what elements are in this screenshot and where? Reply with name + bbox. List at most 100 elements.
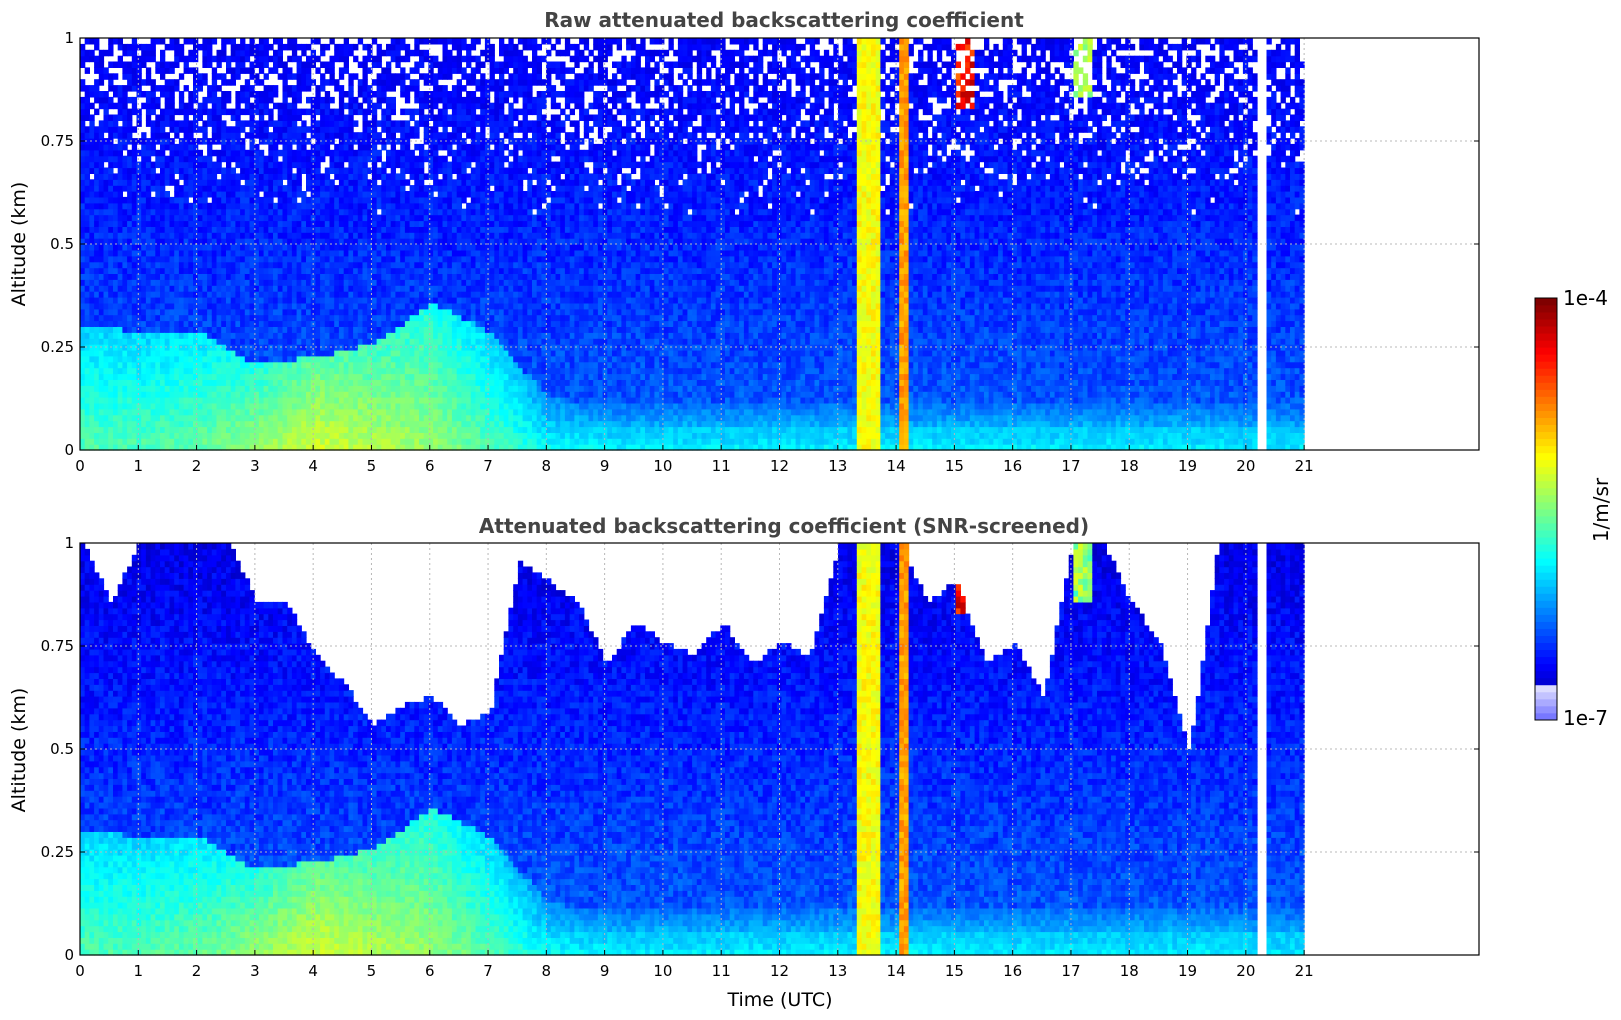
heatmap-cell: [409, 108, 415, 116]
heatmap-cell: [113, 238, 119, 245]
heatmap-cell: [433, 149, 439, 157]
heatmap-cell: [188, 438, 194, 445]
heatmap-cell: [108, 208, 114, 216]
heatmap-cell: [296, 385, 302, 392]
heatmap-cell: [141, 291, 147, 298]
heatmap-cell: [291, 314, 298, 322]
heatmap-cell: [150, 326, 156, 333]
heatmap-cell: [277, 55, 283, 63]
heatmap-cell: [94, 173, 100, 180]
heatmap-cell: [315, 408, 321, 416]
heatmap-cell: [442, 114, 448, 121]
heatmap-cell: [282, 414, 288, 422]
heatmap-cell: [117, 391, 123, 398]
heatmap-cell: [160, 202, 166, 210]
heatmap-cell: [122, 91, 128, 98]
heatmap-cell: [169, 67, 175, 74]
heatmap-cell: [211, 361, 218, 369]
heatmap-cell: [155, 96, 161, 104]
heatmap-cell: [98, 91, 105, 98]
heatmap-cell: [240, 120, 246, 127]
heatmap-cell: [301, 155, 307, 163]
heatmap-cell: [376, 102, 382, 110]
heatmap-cell: [164, 102, 170, 110]
heatmap-cell: [155, 161, 161, 169]
heatmap-cell: [268, 297, 274, 304]
heatmap-cell: [376, 244, 382, 251]
heatmap-cell: [145, 444, 152, 451]
heatmap-cell: [169, 226, 175, 233]
heatmap-cell: [207, 273, 213, 280]
heatmap-cell: [164, 85, 170, 92]
heatmap-cell: [442, 67, 448, 74]
heatmap-cell: [230, 208, 236, 216]
heatmap-cell: [80, 244, 86, 251]
heatmap-cell: [240, 244, 246, 251]
heatmap-cell: [145, 332, 152, 339]
heatmap-cell: [390, 185, 396, 192]
heatmap-cell: [230, 43, 236, 51]
heatmap-cell: [287, 261, 293, 269]
heatmap-cell: [437, 196, 444, 204]
heatmap-cell: [226, 408, 232, 416]
heatmap-cell: [226, 285, 232, 292]
heatmap-cell: [371, 285, 378, 292]
heatmap-cell: [188, 149, 194, 157]
heatmap-cell: [122, 249, 128, 257]
heatmap-cell: [414, 338, 420, 345]
heatmap-cell: [301, 214, 307, 222]
heatmap-cell: [367, 102, 373, 110]
heatmap-cell: [113, 432, 119, 439]
heatmap-cell: [437, 267, 444, 274]
heatmap-cell: [183, 108, 189, 116]
heatmap-cell: [376, 91, 382, 98]
heatmap-cell: [211, 308, 218, 316]
heatmap-cell: [145, 285, 152, 292]
heatmap-cell: [404, 432, 411, 439]
heatmap-cell: [353, 326, 359, 333]
heatmap-cell: [103, 226, 109, 233]
heatmap-cell: [291, 91, 298, 98]
heatmap-cell: [428, 167, 434, 174]
heatmap-cell: [216, 326, 222, 333]
heatmap-cell: [240, 338, 246, 345]
heatmap-cell: [273, 220, 279, 227]
heatmap-cell: [98, 402, 105, 410]
heatmap-cell: [94, 167, 100, 174]
heatmap-cell: [263, 373, 269, 380]
heatmap-cell: [258, 114, 265, 121]
heatmap-cell: [367, 49, 373, 57]
heatmap-cell: [174, 244, 180, 251]
heatmap-cell: [353, 361, 359, 369]
heatmap-cell: [117, 214, 123, 222]
heatmap-cell: [348, 273, 354, 280]
heatmap-cell: [89, 338, 95, 345]
heatmap-cell: [386, 267, 392, 274]
heatmap-cell: [376, 238, 382, 245]
heatmap-cell: [230, 220, 236, 227]
heatmap-cell: [197, 373, 203, 380]
heatmap-cell: [216, 208, 222, 216]
heatmap-cell: [127, 279, 133, 286]
heatmap-cell: [414, 208, 420, 216]
heatmap-cell: [282, 420, 288, 428]
heatmap-cell: [254, 349, 260, 357]
heatmap-cell: [277, 191, 283, 198]
heatmap-cell: [437, 143, 444, 151]
heatmap-cell: [381, 185, 387, 192]
heatmap-cell: [164, 279, 170, 286]
heatmap-cell: [122, 85, 128, 92]
heatmap-cell: [287, 120, 293, 127]
heatmap-cell: [348, 367, 354, 375]
heatmap-cell: [400, 361, 406, 369]
heatmap-cell: [419, 49, 425, 57]
heatmap-cell: [367, 138, 373, 145]
heatmap-cell: [306, 214, 312, 222]
heatmap-cell: [433, 161, 439, 169]
heatmap-cell: [437, 73, 444, 80]
heatmap-cell: [94, 402, 100, 410]
heatmap-cell: [409, 279, 415, 286]
heatmap-cell: [324, 355, 331, 363]
heatmap-cell: [150, 349, 156, 357]
heatmap-cell: [287, 132, 293, 139]
